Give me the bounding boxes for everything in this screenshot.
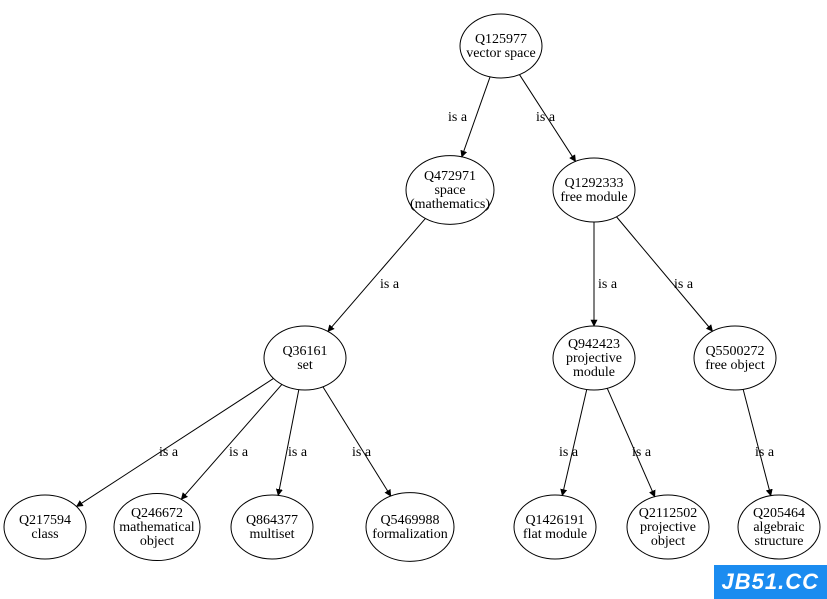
edge-label: is a xyxy=(598,277,618,292)
node-Q36161: Q36161set xyxy=(264,326,346,390)
node-label: Q246672mathematicalobject xyxy=(119,506,195,549)
node-label: Q1292333free module xyxy=(560,176,627,205)
node-label: Q942423projectivemodule xyxy=(566,337,622,380)
node-label: Q472971space(mathematics) xyxy=(410,169,490,212)
edge-label: is a xyxy=(755,445,775,460)
node-label: Q2112502projectiveobject xyxy=(639,506,698,549)
edge-label: is a xyxy=(674,277,694,292)
edge-line xyxy=(562,389,586,495)
watermark-badge: JB51.CC xyxy=(714,565,827,599)
edge-label: is a xyxy=(380,277,400,292)
edge-label: is a xyxy=(352,445,372,460)
node-label: Q205464algebraicstructure xyxy=(753,506,805,549)
edge-line xyxy=(616,217,712,331)
node-Q246672: Q246672mathematicalobject xyxy=(114,493,200,560)
node-label: Q36161set xyxy=(282,344,327,373)
edge-line xyxy=(607,388,654,496)
node-label: Q5469988formalization xyxy=(372,513,447,542)
node-Q5469988: Q5469988formalization xyxy=(366,493,454,562)
node-Q864377: Q864377multiset xyxy=(231,495,313,559)
edge-line xyxy=(328,218,426,331)
edge-line xyxy=(323,387,391,496)
edge-line xyxy=(76,378,273,506)
edge-line xyxy=(181,384,282,499)
node-Q5500272: Q5500272free object xyxy=(694,326,776,390)
node-label: Q217594class xyxy=(19,513,71,542)
node-Q1292333: Q1292333free module xyxy=(553,158,635,222)
node-Q472971: Q472971space(mathematics) xyxy=(406,156,494,225)
edge-line xyxy=(743,389,771,495)
node-Q217594: Q217594class xyxy=(4,495,86,559)
nodes-layer: Q125977vector space Q472971space(mathemat… xyxy=(4,14,820,561)
node-label: Q5500272free object xyxy=(705,344,765,373)
edge-label: is a xyxy=(229,445,249,460)
edges-layer: is a is a is a is a is a is a is a is a is a is a… xyxy=(76,75,774,507)
edge-label: is a xyxy=(536,110,556,125)
node-label: Q864377multiset xyxy=(246,513,298,542)
ontology-tree-diagram: is a is a is a is a is a is a is a is a is a is a… xyxy=(0,0,827,599)
edge-label: is a xyxy=(632,445,652,460)
node-label: Q125977vector space xyxy=(466,32,536,61)
edge-line xyxy=(278,390,299,496)
edge-label: is a xyxy=(559,445,579,460)
node-label: Q1426191flat module xyxy=(523,513,587,542)
node-Q2112502: Q2112502projectiveobject xyxy=(627,495,709,559)
edge-label: is a xyxy=(288,445,308,460)
node-Q1426191: Q1426191flat module xyxy=(514,495,596,559)
edge-label: is a xyxy=(448,110,468,125)
node-Q125977: Q125977vector space xyxy=(460,14,542,78)
node-Q205464: Q205464algebraicstructure xyxy=(738,495,820,559)
edge-label: is a xyxy=(159,445,179,460)
node-Q942423: Q942423projectivemodule xyxy=(553,326,635,390)
